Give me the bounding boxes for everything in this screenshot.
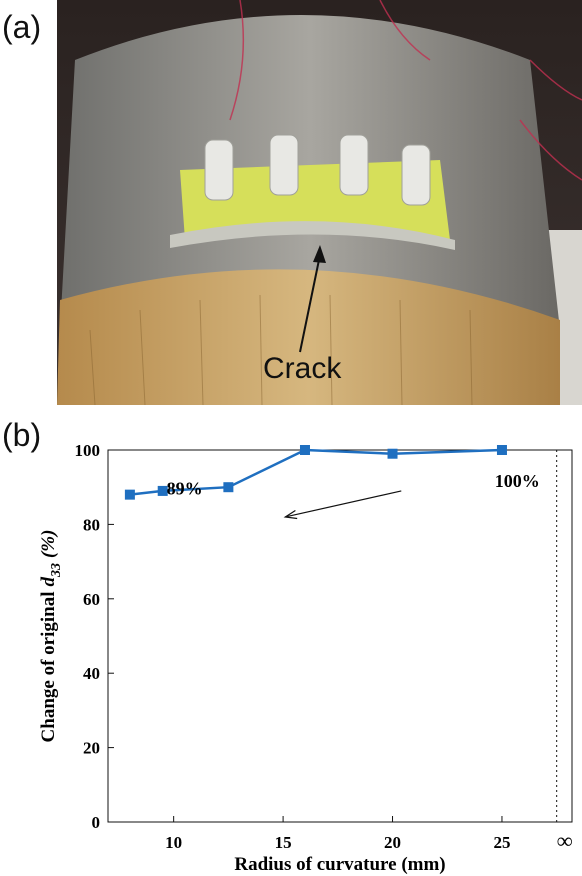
photo: Crack — [57, 0, 582, 406]
panel-label: (b) — [2, 417, 41, 453]
annotation: 100% — [495, 471, 540, 491]
y-axis-label-unit: (%) — [38, 530, 59, 558]
data-point — [496, 445, 507, 455]
x-tick-label: ∞ — [557, 828, 573, 853]
data-point — [387, 448, 398, 459]
y-axis-label: Change of original d33 (%) — [38, 530, 64, 743]
y-tick-label: 80 — [83, 515, 100, 534]
annotation: 89% — [167, 479, 203, 499]
data-point — [124, 489, 135, 500]
y-tick-label: 100 — [75, 441, 101, 460]
arrow — [285, 490, 402, 518]
x-tick-label: 25 — [493, 833, 510, 852]
data-point — [157, 485, 168, 496]
x-tick-label: 10 — [165, 833, 182, 852]
data-line — [129, 448, 503, 496]
x-axis-label: Radius of curvature (mm) — [234, 854, 445, 875]
annotation: Crack — [263, 352, 342, 385]
x-tick-label: 20 — [384, 833, 401, 852]
y-tick-label: 0 — [92, 813, 101, 832]
y-axis-label-text: Change of original — [38, 592, 59, 743]
x-tick-label: 15 — [275, 833, 292, 852]
y-axis-label-subscript: 33 — [49, 563, 64, 578]
axes-frame — [107, 449, 573, 823]
y-tick-label: 60 — [83, 590, 100, 609]
y-tick-label: 20 — [83, 739, 100, 758]
data-point — [299, 445, 310, 455]
arrow-head — [283, 509, 298, 520]
data-point — [223, 482, 234, 493]
panel-label: (a) — [2, 9, 41, 45]
y-tick-label: 40 — [83, 664, 100, 683]
y-axis-label-symbol: d — [38, 577, 59, 587]
